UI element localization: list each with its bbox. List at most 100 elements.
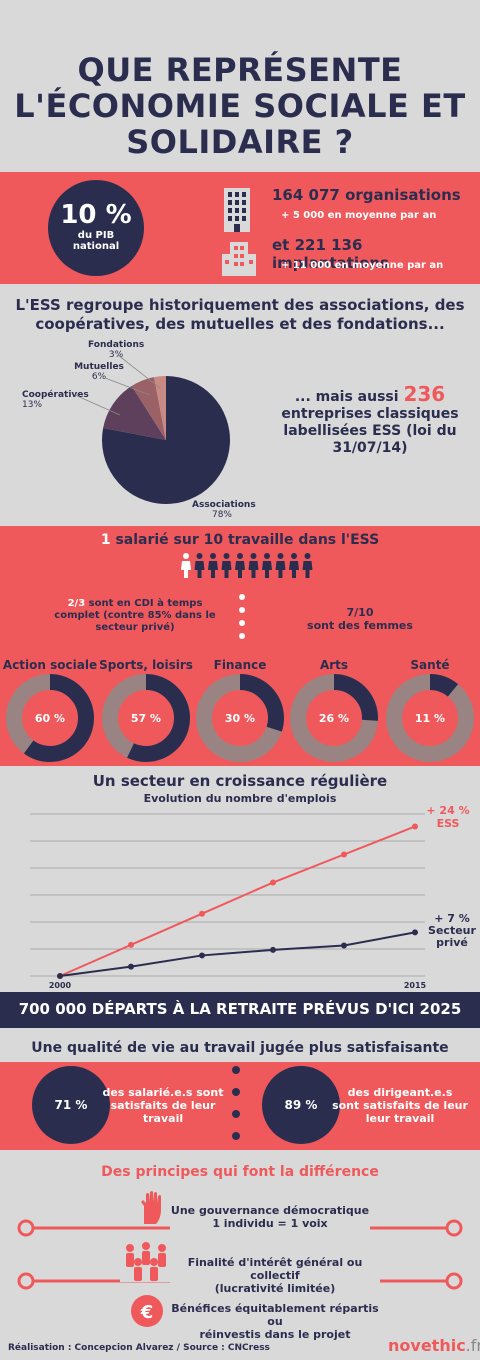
people-group-icon: [120, 1240, 172, 1282]
sector-label: Arts: [319, 658, 349, 672]
principe-1: Une gouvernance démocratique 1 individu …: [170, 1204, 370, 1230]
office-building-icon: [224, 188, 250, 232]
person-icon: [221, 553, 232, 578]
donut-value-label: 30 %: [225, 712, 255, 725]
hand-vote-icon: [136, 1190, 166, 1226]
series-point: [199, 952, 205, 959]
people-icons: [181, 553, 313, 578]
pie-label-cooperatives: Coopératives 13%: [22, 390, 92, 410]
ess-pie-chart: [102, 376, 230, 504]
sector-donut: 30 %: [196, 674, 284, 762]
series-line: [59, 825, 416, 977]
fondations-pct: 3%: [108, 350, 124, 360]
donut-value-arc: [102, 674, 190, 762]
ess-group-line-2: coopératives, des mutuelles et des fonda…: [35, 315, 445, 333]
cdi-line-3: secteur privé): [95, 622, 175, 633]
sector-label: Sports, loisirs: [99, 658, 193, 672]
donut-value-label: 26 %: [319, 712, 349, 725]
qualite-text-1-l3: travail: [142, 1112, 184, 1125]
principe-2: Finalité d'intérêt général ou collectif …: [170, 1256, 380, 1295]
dots-divider: [239, 594, 245, 639]
pie-slice-coopératives: [103, 385, 166, 440]
donut-value-arc: [196, 674, 284, 762]
series-annotation: privé: [436, 936, 468, 949]
principe-2-l1: Finalité d'intérêt général ou collectif: [187, 1256, 363, 1282]
associations-label: Associations: [192, 500, 256, 510]
sector-label: Action sociale: [2, 658, 98, 672]
qualite-dots-divider: [232, 1066, 240, 1140]
principe-2-l2: (lucrativité limitée): [214, 1282, 336, 1295]
qualite-text-1-l1: des salarié.e.s sont: [102, 1086, 224, 1099]
svg-text:€: €: [140, 1302, 154, 1323]
mutuelles-label: Mutuelles: [74, 362, 124, 372]
cooperatives-pct: 13%: [22, 400, 43, 410]
principe-3-l1: Bénéfices équitablement répartis ou: [171, 1302, 379, 1328]
page-title: QUE REPRÉSENTE L'ÉCONOMIE SOCIALE ET SOL…: [0, 52, 480, 160]
qualite-text-2: des dirigeant.e.s sont satisfaits de leu…: [330, 1086, 470, 1125]
person-icon: [289, 553, 299, 578]
salaries-text: salarié sur 10 travaille dans l'ESS: [115, 532, 380, 548]
salaries-count: 1: [100, 532, 111, 548]
series-annotation: Secteur: [428, 924, 476, 937]
salaries-heading: 1 salarié sur 10 travaille dans l'ESS: [0, 532, 480, 548]
pie-slice-mutuelles: [131, 377, 166, 440]
entreprises-line-3: labellisées ESS (loi du: [283, 423, 457, 439]
series-point: [57, 973, 63, 979]
cdi-line-1: sont en CDI à temps: [88, 598, 203, 609]
growth-subtitle: Evolution du nombre d'emplois: [143, 792, 337, 805]
retraite-text: 700 000 DÉPARTS À LA RETRAITE PRÉVUS D'I…: [18, 1000, 462, 1018]
sector-label: Santé: [410, 658, 450, 672]
person-icon: [208, 553, 218, 578]
principe-3: Bénéfices équitablement répartis ou réin…: [170, 1302, 380, 1341]
series-annotation: + 24 %: [426, 804, 469, 817]
donut-value-arc: [6, 674, 94, 762]
series-point: [128, 941, 134, 948]
pib-circle: 10 % du PIB national: [48, 180, 144, 276]
series-line: [59, 931, 416, 977]
title-line-3: SOLIDAIRE ?: [126, 123, 354, 161]
brand-logo: novethic.fr: [388, 1336, 480, 1355]
footer-credit: Réalisation : Concepcion Alvarez / Sourc…: [8, 1343, 270, 1353]
series-point: [270, 946, 276, 953]
person-icon: [235, 553, 245, 578]
mutuelles-pct: 6%: [91, 372, 107, 382]
donut-value-arc: [290, 674, 378, 762]
entreprises-line-4: 31/07/14): [332, 440, 408, 456]
entreprises-prefix: ... mais aussi: [294, 389, 399, 405]
implant-count: et 221 136 implantations: [272, 236, 389, 272]
femmes-block: 7/10 sont des femmes: [300, 606, 420, 632]
orgs-growth: + 5 000 en moyenne par an: [281, 210, 437, 221]
pib-label-2: national: [72, 241, 120, 252]
donut-value-label: 60 %: [35, 712, 65, 725]
series-point: [128, 963, 134, 970]
series-annotation: + 7 %: [434, 912, 470, 925]
pib-label-1: du PIB: [77, 230, 115, 241]
sector-label: Finance: [213, 658, 267, 672]
person-icon: [194, 553, 205, 578]
series-annotation: ESS: [437, 817, 460, 830]
ess-group-heading: L'ESS regroupe historiquement des associ…: [0, 296, 480, 334]
qualite-circle-1: 71 %: [32, 1066, 110, 1144]
growth-title: Un secteur en croissance régulière: [92, 772, 388, 790]
cdi-fraction: 2/3: [67, 598, 86, 609]
entreprises-block: ... mais aussi 236 entreprises classique…: [270, 384, 470, 457]
cdi-line-2: complet (contre 85% dans le: [54, 610, 216, 621]
sector-donut: 60 %: [6, 674, 94, 762]
person-icon: [181, 553, 191, 578]
ess-group-line-1: L'ESS regroupe historiquement des associ…: [15, 296, 465, 314]
series-point: [341, 942, 347, 949]
associations-pct: 78%: [211, 510, 232, 520]
entreprises-line-2: entreprises classiques: [281, 406, 459, 422]
orgs-count: 164 077 organisations: [272, 186, 461, 204]
person-icon: [248, 553, 259, 578]
qualite-text-2-l3: leur travail: [365, 1112, 435, 1125]
series-point: [412, 929, 418, 936]
x-tick-label: 2000: [49, 981, 72, 990]
principes-title: Des principes qui font la différence: [101, 1164, 379, 1180]
principe-1-l2: 1 individu = 1 voix: [212, 1217, 328, 1230]
people-icon-row: [180, 552, 320, 578]
series-point: [270, 879, 276, 886]
small-building-icon: [222, 242, 256, 276]
title-line-2: L'ÉCONOMIE SOCIALE ET: [14, 87, 466, 125]
